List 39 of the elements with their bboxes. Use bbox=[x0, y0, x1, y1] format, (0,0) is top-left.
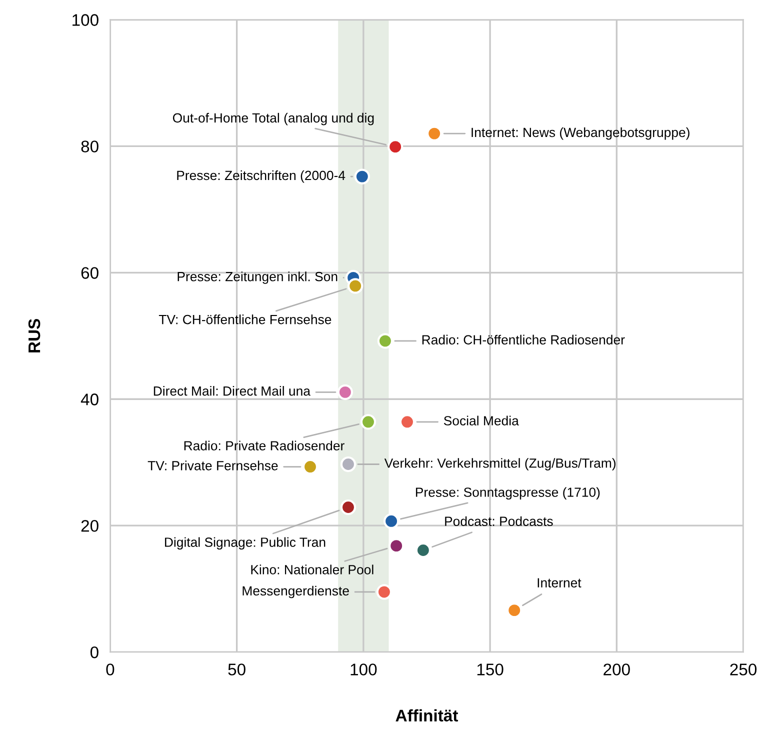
point bbox=[337, 384, 354, 400]
x-tick-label: 150 bbox=[477, 664, 504, 676]
annotation: Radio: CH-öffentliche Radiosender bbox=[422, 334, 625, 344]
annotation: Digital Signage: Public Tran bbox=[165, 537, 326, 550]
annotation: Presse: Zeitungen inkl. Son bbox=[178, 272, 338, 284]
annotation: Out-of-Home Total (analog und dig bbox=[172, 112, 374, 126]
y-tick-label: 20 bbox=[81, 520, 98, 532]
x-tick-label: 250 bbox=[730, 664, 757, 676]
annotation: Verkehr: Verkehrsmittel (Zug/Bus/Tram) bbox=[384, 458, 616, 470]
point bbox=[340, 499, 356, 516]
annotation: Direct Mail: Direct Mail una bbox=[154, 386, 310, 396]
y-axis-title: RUS bbox=[28, 318, 40, 352]
y-tick-label: 100 bbox=[72, 14, 98, 26]
annotation: Presse: Zeitschriften (2000-4 bbox=[177, 170, 346, 183]
point bbox=[340, 456, 356, 472]
y-tick-label: 60 bbox=[81, 267, 98, 279]
point bbox=[360, 414, 376, 430]
annotation: Messengerdienste bbox=[242, 586, 349, 598]
y-tick-label: 40 bbox=[80, 394, 98, 406]
point bbox=[426, 126, 442, 142]
x-tick-label: 50 bbox=[228, 664, 246, 676]
x-tick-label: 200 bbox=[604, 664, 630, 676]
annotation: TV: Private Fernsehse bbox=[148, 460, 278, 470]
point bbox=[348, 278, 364, 294]
annotation: Presse: Sonntagspresse (1710) bbox=[416, 487, 600, 500]
annotation: Social Media bbox=[444, 416, 519, 426]
x-tick-label: 0 bbox=[106, 664, 114, 676]
annotation: Podcast: Podcasts bbox=[445, 516, 553, 526]
y-tick-label: 0 bbox=[90, 646, 98, 658]
point bbox=[354, 168, 370, 184]
annotation: Internet: News (Webangebotsgruppe) bbox=[472, 127, 690, 140]
x-axis-title: Affinität bbox=[396, 709, 458, 722]
annotation: Radio: Private Radiosender bbox=[184, 440, 344, 450]
annotation: TV: CH-öffentliche Fernsehse bbox=[158, 314, 332, 324]
y-tick-label: 80 bbox=[81, 140, 98, 152]
annotation: Internet bbox=[538, 578, 582, 588]
x-tick-label: 100 bbox=[350, 664, 377, 676]
point bbox=[383, 513, 400, 529]
annotation: Kino: Nationaler Pool bbox=[251, 564, 374, 574]
